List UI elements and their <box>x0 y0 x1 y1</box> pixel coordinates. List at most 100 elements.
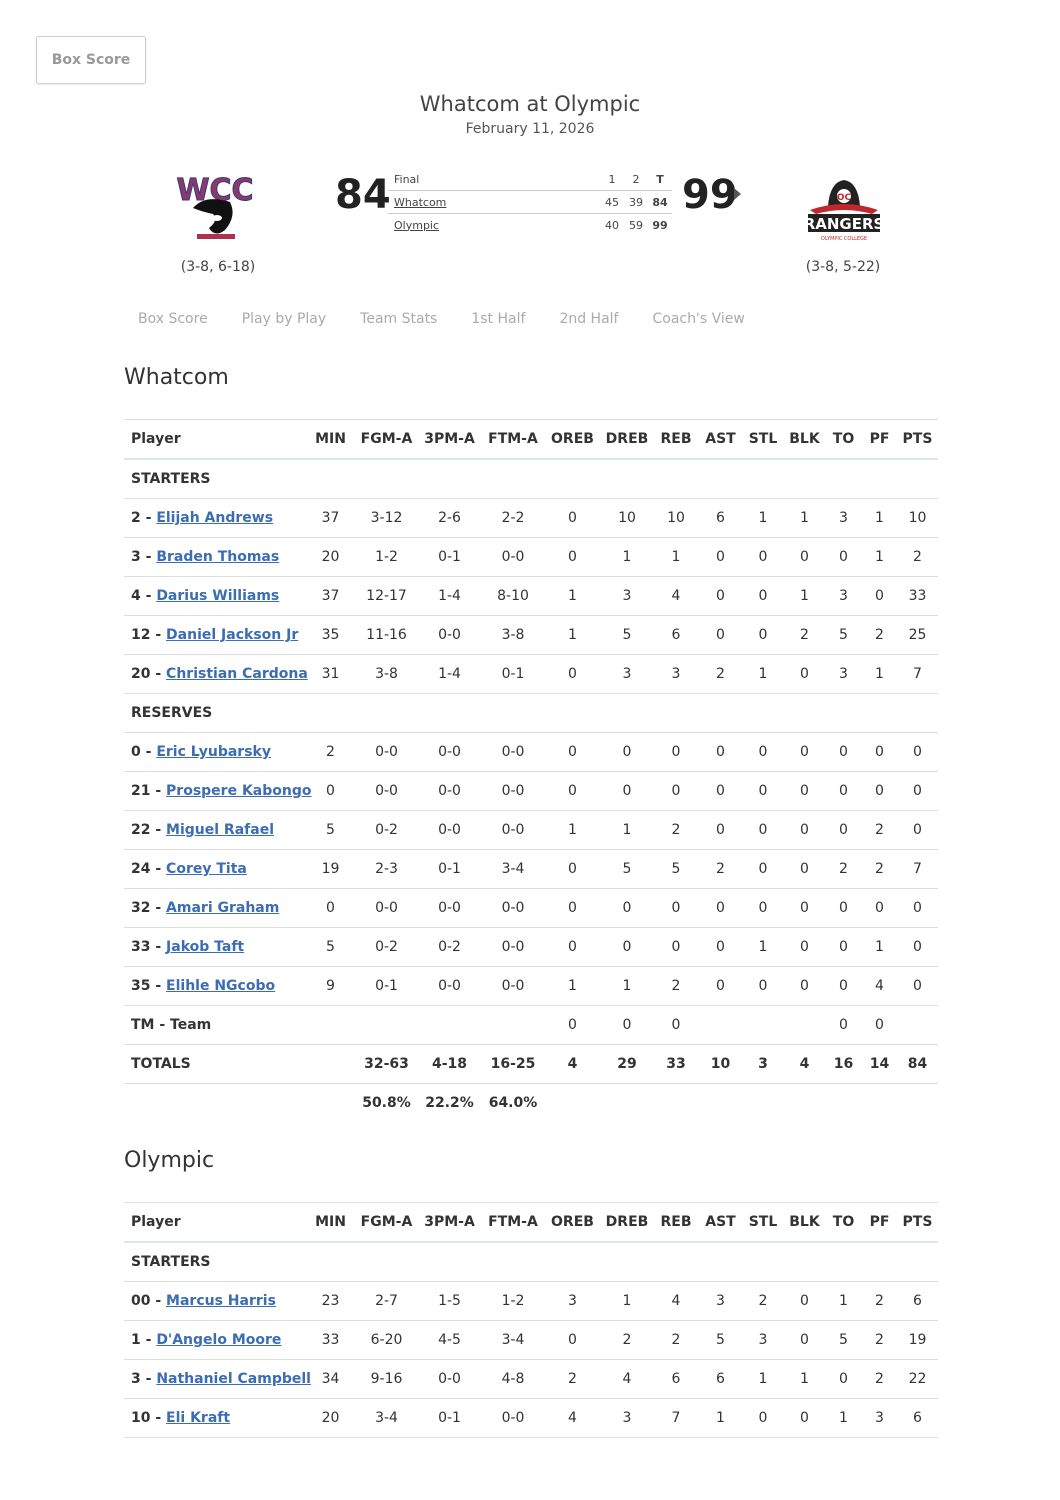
column-header-blk[interactable]: BLK <box>784 419 825 460</box>
player-link[interactable]: Eli Kraft <box>166 1410 231 1426</box>
stat-dreb: 4 <box>601 1359 653 1399</box>
separator: - <box>150 822 167 838</box>
stat-3pm-a: 0-1 <box>417 1398 482 1438</box>
column-header-3pm-a[interactable]: 3PM-A <box>417 1202 482 1243</box>
column-header-fgm-a[interactable]: FGM-A <box>356 1202 417 1243</box>
box-score-button[interactable]: Box Score <box>36 36 146 84</box>
column-header-pf[interactable]: PF <box>862 419 897 460</box>
column-header-min[interactable]: MIN <box>305 419 356 460</box>
separator: - <box>140 549 157 565</box>
player-cell <box>124 1084 305 1123</box>
stat-stl: 3 <box>742 1320 784 1360</box>
tab-coachs-view[interactable]: Coach's View <box>652 311 745 327</box>
player-link[interactable]: Darius Williams <box>156 588 280 604</box>
stat-ast: 0 <box>699 810 742 850</box>
player-link[interactable]: Corey Tita <box>166 861 247 877</box>
section-label: STARTERS <box>124 459 938 499</box>
stat-ftm-a: 0-0 <box>482 732 544 772</box>
game-title: Whatcom at Olympic <box>419 92 641 116</box>
stat-min: 0 <box>305 771 356 811</box>
player-link[interactable]: Christian Cardona <box>166 666 308 682</box>
column-header-pts[interactable]: PTS <box>897 419 938 460</box>
stat-3pm-a: 0-0 <box>417 771 482 811</box>
player-link[interactable]: Jakob Taft <box>166 939 245 955</box>
stat-to <box>825 1084 862 1123</box>
column-header-ast[interactable]: AST <box>699 419 742 460</box>
column-header-to[interactable]: TO <box>825 419 862 460</box>
tab-team-stats[interactable]: Team Stats <box>360 311 438 327</box>
column-header-min[interactable]: MIN <box>305 1202 356 1243</box>
player-link[interactable]: Prospere Kabongo <box>166 783 312 799</box>
player-link[interactable]: Miguel Rafael <box>166 822 274 838</box>
column-header-stl[interactable]: STL <box>742 1202 784 1243</box>
stat-to: 0 <box>825 537 862 577</box>
stat-blk: 0 <box>784 966 825 1006</box>
stat-fgm-a: 11-16 <box>356 615 417 655</box>
tab-play-by-play[interactable]: Play by Play <box>241 311 327 327</box>
stat-dreb: 5 <box>601 849 653 889</box>
column-header-reb[interactable]: REB <box>653 1202 699 1243</box>
tab-2nd-half[interactable]: 2nd Half <box>559 311 619 327</box>
stat-pts: 0 <box>897 888 938 928</box>
jersey-number: 24 <box>131 861 151 877</box>
column-header-oreb[interactable]: OREB <box>544 419 601 460</box>
player-link[interactable]: Eric Lyubarsky <box>156 744 271 760</box>
stat-pf: 1 <box>862 654 897 694</box>
tab-1st-half[interactable]: 1st Half <box>471 311 526 327</box>
stat-dreb <box>601 1084 653 1123</box>
column-header-player[interactable]: Player <box>124 419 305 460</box>
linescore-team-link[interactable]: Whatcom <box>394 195 447 209</box>
column-header-dreb[interactable]: DREB <box>601 419 653 460</box>
stat-blk: 1 <box>784 576 825 616</box>
column-header-oreb[interactable]: OREB <box>544 1202 601 1243</box>
player-link[interactable]: Elihle NGcobo <box>166 978 276 994</box>
player-link[interactable]: D'Angelo Moore <box>156 1332 282 1348</box>
away-record: (3-8, 6-18) <box>180 259 256 275</box>
stat-oreb: 4 <box>544 1398 601 1438</box>
player-link[interactable]: Daniel Jackson Jr <box>166 627 299 643</box>
stat-ftm-a: 3-4 <box>482 849 544 889</box>
player-row: 1 - D'Angelo Moore 33 6-20 4-5 3-4 0 2 2 5 3 0 5 2 19 <box>124 1320 938 1360</box>
column-header-blk[interactable]: BLK <box>784 1202 825 1243</box>
stat-ftm-a: 8-10 <box>482 576 544 616</box>
column-header-3pm-a[interactable]: 3PM-A <box>417 419 482 460</box>
away-score: 84 <box>335 172 391 218</box>
stat-reb: 0 <box>653 1005 699 1045</box>
stat-3pm-a: 4-18 <box>417 1044 482 1084</box>
player-row: 2 - Elijah Andrews 37 3-12 2-6 2-2 0 10 10 6 1 1 3 1… <box>124 498 938 538</box>
column-header-pf[interactable]: PF <box>862 1202 897 1243</box>
column-header-dreb[interactable]: DREB <box>601 1202 653 1243</box>
player-link[interactable]: Marcus Harris <box>166 1293 276 1309</box>
player-link[interactable]: Amari Graham <box>166 900 280 916</box>
stat-pts: 22 <box>897 1359 938 1399</box>
stat-min: 19 <box>305 849 356 889</box>
column-header-stl[interactable]: STL <box>742 419 784 460</box>
player-link[interactable]: Nathaniel Campbell <box>156 1371 311 1387</box>
column-header-player[interactable]: Player <box>124 1202 305 1243</box>
column-header-to[interactable]: TO <box>825 1202 862 1243</box>
stat-reb: 33 <box>653 1044 699 1084</box>
linescore-team-link[interactable]: Olympic <box>394 218 440 232</box>
column-header-ftm-a[interactable]: FTM-A <box>482 419 544 460</box>
tab-box-score[interactable]: Box Score <box>138 311 208 327</box>
separator: - <box>150 939 167 955</box>
stat-to: 3 <box>825 498 862 538</box>
column-header-reb[interactable]: REB <box>653 419 699 460</box>
column-header-fgm-a[interactable]: FGM-A <box>356 419 417 460</box>
player-link[interactable]: Elijah Andrews <box>156 510 274 526</box>
player-row: 3 - Nathaniel Campbell 34 9-16 0-0 4-8 2 4 6 6 1 1… <box>124 1359 938 1399</box>
jersey-number: 1 <box>131 1332 141 1348</box>
column-header-ast[interactable]: AST <box>699 1202 742 1243</box>
stat-to: 0 <box>825 732 862 772</box>
column-header-ftm-a[interactable]: FTM-A <box>482 1202 544 1243</box>
jersey-number: 20 <box>131 666 151 682</box>
player-link[interactable]: Braden Thomas <box>156 549 280 565</box>
stat-min: 2 <box>305 732 356 772</box>
stat-pf: 1 <box>862 498 897 538</box>
stat-reb: 0 <box>653 732 699 772</box>
separator: - <box>150 978 167 994</box>
column-header-pts[interactable]: PTS <box>897 1202 938 1243</box>
stat-pf: 2 <box>862 810 897 850</box>
box-table-whatcom: Player MIN FGM-A 3PM-A FTM-A OREB DREB REB AST ST… <box>124 419 938 1122</box>
stat-ftm-a: 0-0 <box>482 1398 544 1438</box>
